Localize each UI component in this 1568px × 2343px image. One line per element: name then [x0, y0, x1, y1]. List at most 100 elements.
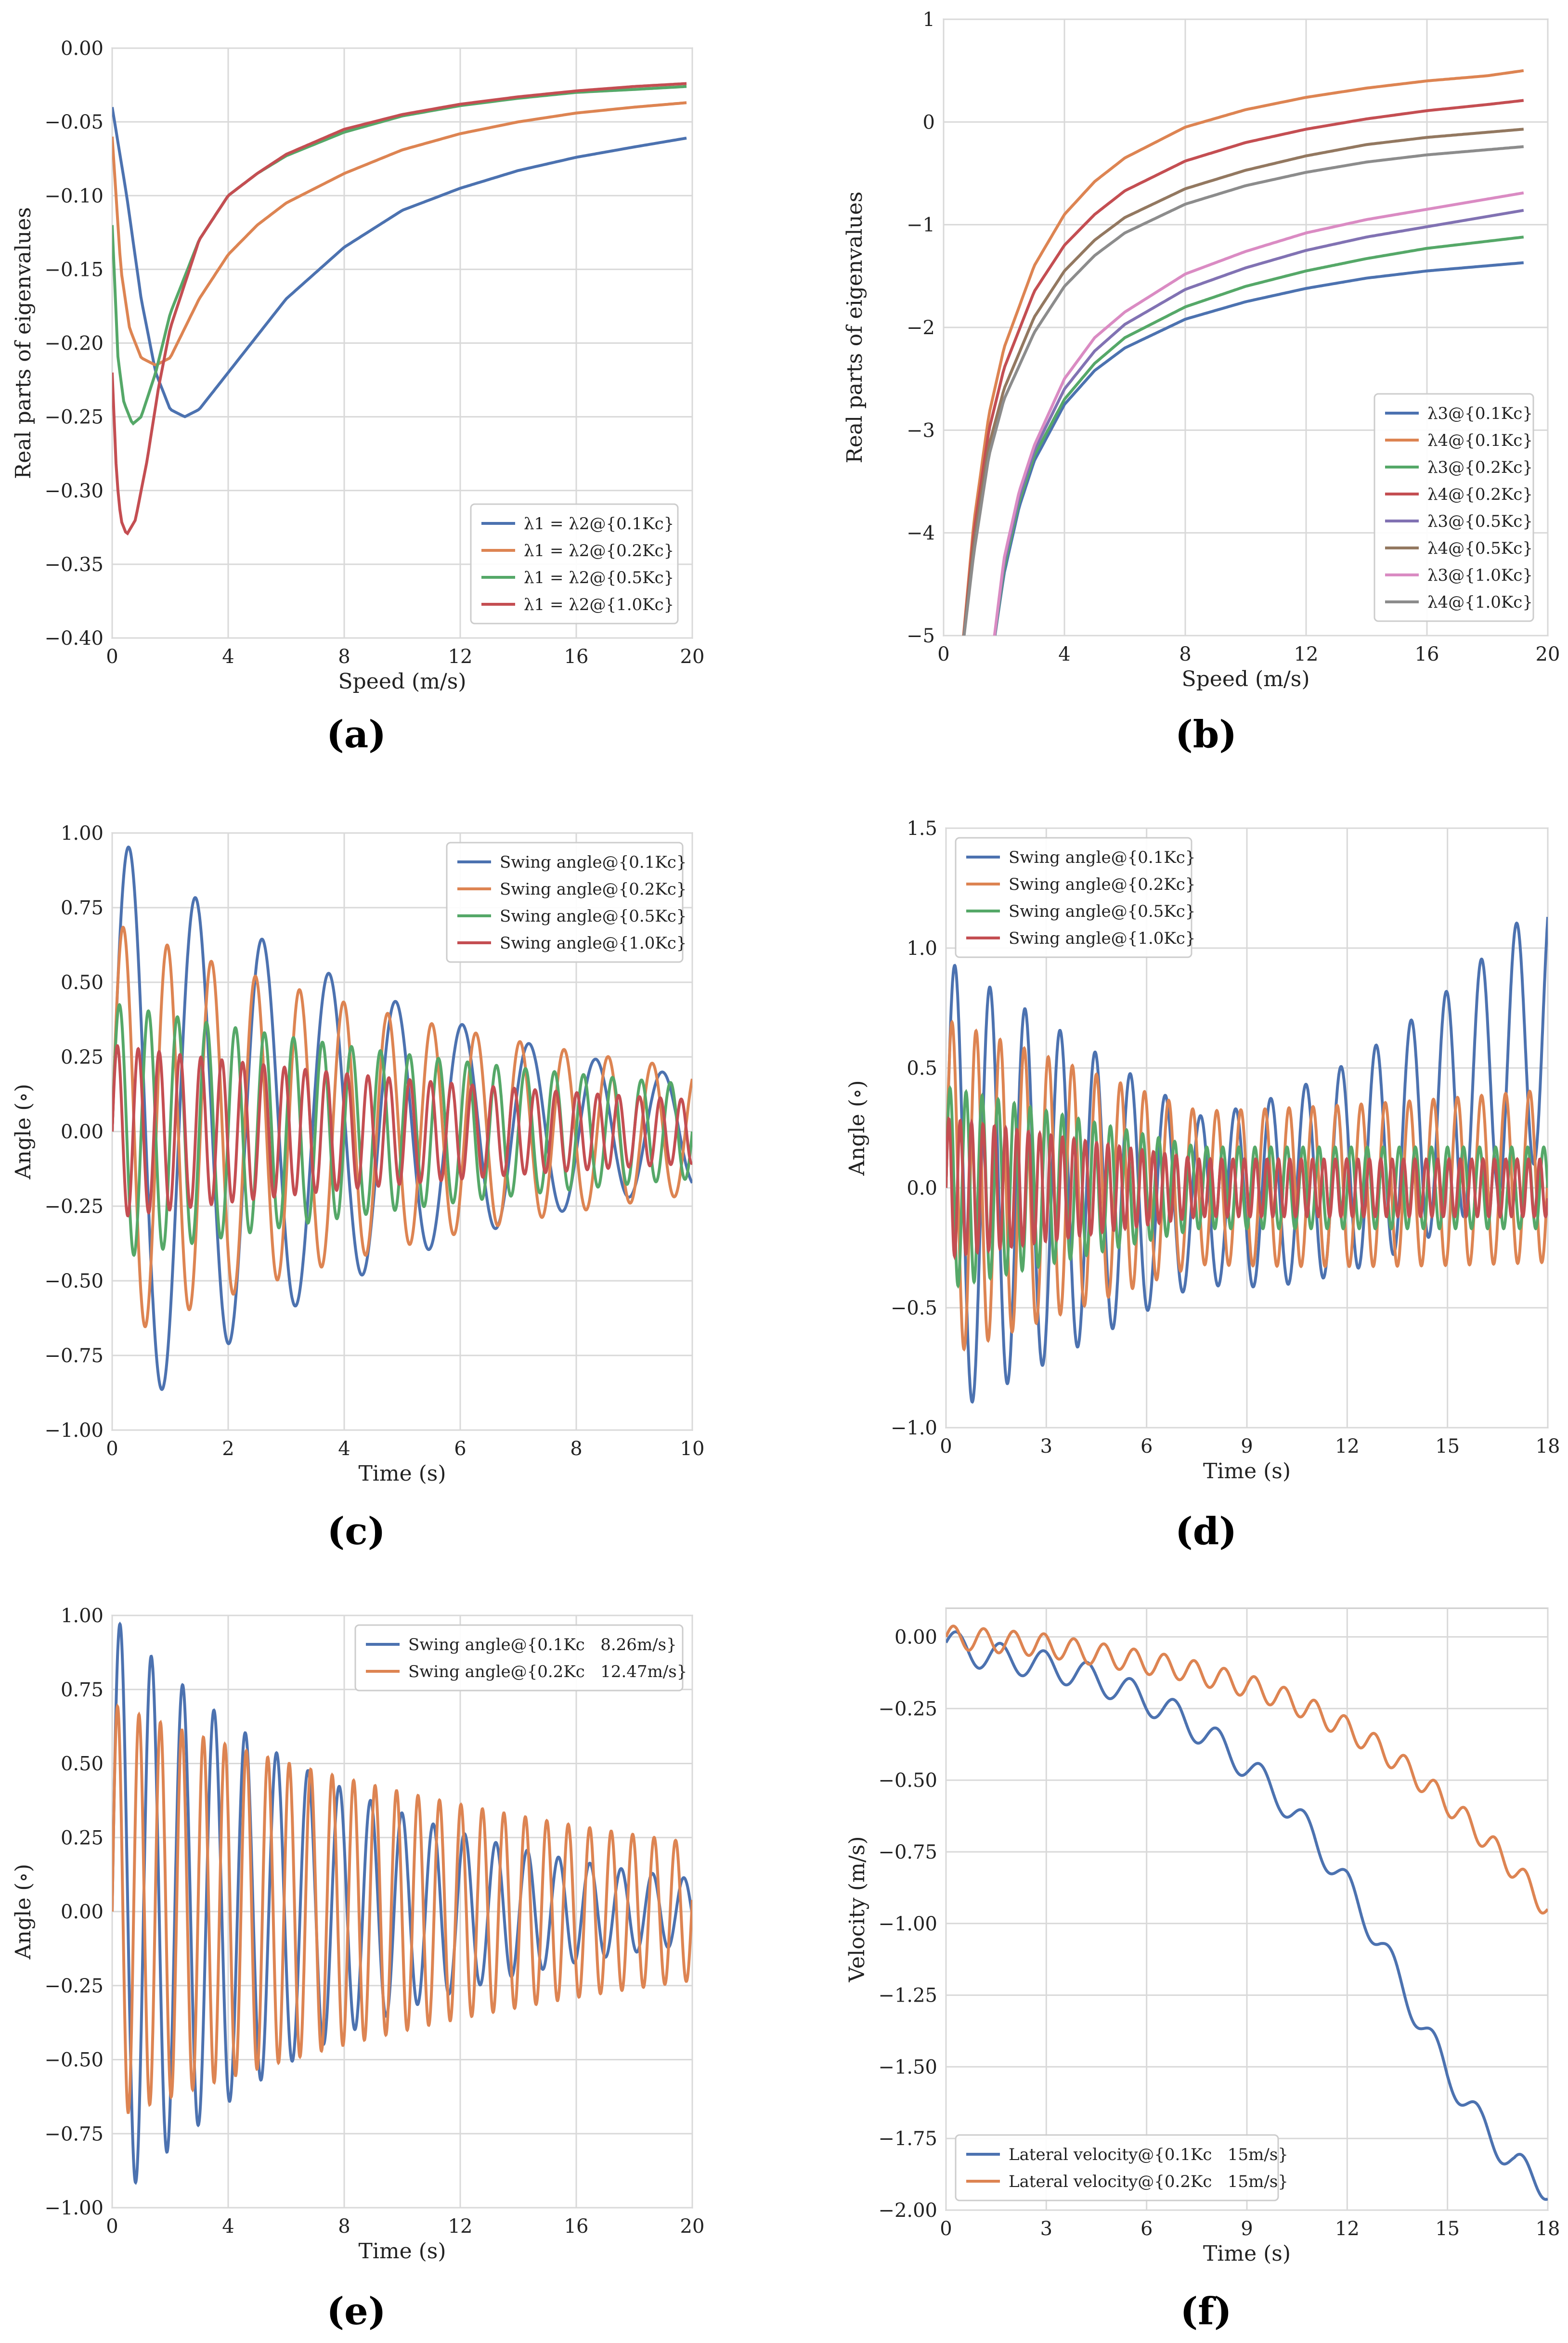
x-tick-label: 8	[338, 2215, 350, 2238]
y-axis-label: Real parts of eigenvalues	[11, 207, 36, 479]
x-tick-label: 6	[454, 1438, 466, 1460]
y-tick-label: −1	[907, 214, 935, 236]
y-tick-label: −1.00	[44, 2197, 104, 2219]
y-tick-label: 0.25	[61, 1046, 104, 1068]
legend-label: Swing angle@{1.0Kc}	[1009, 929, 1195, 948]
legend-label: Swing angle@{0.5Kc}	[1009, 902, 1195, 921]
y-tick-label: −1.50	[878, 2056, 937, 2078]
y-tick-label: −0.5	[891, 1297, 937, 1319]
y-tick-label: −2.00	[878, 2200, 937, 2222]
y-tick-label: −0.75	[878, 1841, 937, 1863]
legend-label: λ1 = λ2@{0.5Kc}	[524, 568, 674, 587]
legend: λ3@{0.1Kc} λ4@{0.1Kc} λ3@{0.2Kc} λ4@{0.2Kc}…	[1374, 393, 1534, 622]
y-tick-label: −2	[907, 317, 935, 339]
x-tick-label: 12	[448, 646, 473, 668]
y-tick-label: 0.25	[61, 1827, 104, 1849]
series-line	[962, 128, 1524, 636]
chart-a: 0 4 8 12 16 20 −0.40 −0.35 −0.30 −0.25 −0.20 −0.15 −…	[11, 38, 704, 694]
x-tick-label: 4	[222, 2215, 234, 2238]
x-tick-label: 16	[1415, 643, 1439, 665]
x-tick-label: 3	[1040, 2218, 1052, 2240]
x-tick-label: 12	[448, 2215, 473, 2238]
y-tick-label: 0	[923, 111, 935, 133]
series-line	[962, 145, 1524, 636]
y-tick-label: −5	[907, 625, 935, 647]
y-tick-label: −0.40	[44, 627, 104, 650]
x-tick-label: 20	[1536, 643, 1560, 665]
legend-label: Lateral velocity@{0.1Kc 15m/s}	[1009, 2145, 1288, 2164]
legend-label: λ1 = λ2@{0.2Kc}	[524, 541, 674, 560]
y-tick-label: 1.0	[907, 937, 937, 960]
series-line	[112, 107, 687, 418]
y-axis-label: Angle (∘)	[11, 1084, 36, 1180]
x-tick-label: 10	[680, 1438, 705, 1460]
x-tick-label: 16	[564, 646, 589, 668]
x-tick-label: 0	[940, 2218, 952, 2240]
legend-label: λ4@{1.0Kc}	[1427, 593, 1533, 612]
legend-box	[955, 2134, 1279, 2201]
legend-label: λ3@{0.1Kc}	[1427, 404, 1533, 423]
y-tick-label: 0.50	[61, 972, 104, 994]
x-tick-label: 8	[338, 646, 350, 668]
series-line	[946, 1116, 1548, 1261]
legend-box	[446, 842, 684, 963]
y-tick-label: 0.50	[61, 1753, 104, 1775]
legend-label: Swing angle@{0.1Kc}	[500, 853, 687, 872]
y-tick-label: 1.00	[61, 822, 104, 845]
y-tick-label: 0.75	[61, 897, 104, 919]
y-tick-label: −4	[907, 522, 935, 545]
series-line	[993, 191, 1524, 636]
legend: Swing angle@{0.1Kc 8.26m/s} Swing angle@{…	[354, 1624, 687, 1692]
y-tick-label: 0.00	[61, 38, 104, 60]
legend-label: Swing angle@{0.1Kc}	[1009, 848, 1195, 867]
legend-box	[955, 837, 1192, 958]
x-tick-label: 4	[338, 1438, 350, 1460]
y-tick-label: 0.75	[61, 1679, 104, 1701]
chart-e: 0 4 8 12 16 20 −1.00 −0.75 −0.50 −0.25 0.00 0.25 0.5…	[11, 1605, 704, 2264]
x-tick-label: 15	[1435, 1435, 1460, 1458]
series-line	[962, 99, 1524, 636]
chart-b: 0 4 8 12 16 20 −5 −4 −3 −2 −1 0 1 Speed (m/s) Real par…	[842, 9, 1560, 691]
y-tick-label: −0.25	[44, 1975, 104, 1997]
x-axis-label: Time (s)	[358, 2239, 446, 2264]
y-tick-label: −1.0	[891, 1417, 937, 1439]
y-tick-label: −0.50	[44, 1270, 104, 1292]
series-line	[993, 208, 1524, 636]
legend-label: λ3@{1.0Kc}	[1427, 566, 1533, 585]
x-tick-label: 9	[1241, 1435, 1253, 1458]
series-line	[993, 261, 1524, 636]
x-tick-label: 4	[1058, 643, 1070, 665]
x-tick-label: 6	[1140, 1435, 1153, 1458]
legend-box	[470, 503, 679, 625]
x-axis-label: Time (s)	[1203, 1459, 1291, 1484]
legend-box	[1374, 393, 1534, 622]
legend-label: λ3@{0.5Kc}	[1427, 512, 1533, 531]
y-tick-label: −0.20	[44, 333, 104, 355]
x-tick-label: 0	[106, 646, 118, 668]
series-line	[112, 1002, 692, 1257]
y-tick-label: 1	[923, 9, 935, 31]
y-axis-label: Angle (∘)	[11, 1864, 36, 1960]
chart-c: 0 2 4 6 8 10 −1.00 −0.75 −0.50 −0.25 0.00 0.25 0.50 0…	[11, 822, 704, 1486]
panel-label-f: (f)	[1180, 2290, 1232, 2333]
y-tick-label: −0.30	[44, 480, 104, 502]
y-tick-label: −1.00	[878, 1913, 937, 1935]
x-tick-label: 20	[680, 2215, 705, 2238]
series-line	[112, 1044, 692, 1218]
y-tick-label: 0.00	[61, 1901, 104, 1923]
x-tick-label: 20	[680, 646, 705, 668]
x-tick-label: 16	[564, 2215, 589, 2238]
legend-label: λ4@{0.1Kc}	[1427, 431, 1533, 450]
x-axis-label: Time (s)	[358, 1461, 446, 1486]
legend: λ1 = λ2@{0.1Kc} λ1 = λ2@{0.2Kc} λ1 = λ2@{0…	[470, 503, 679, 625]
x-tick-label: 8	[1179, 643, 1191, 665]
legend-box	[354, 1624, 684, 1692]
chart-d: 0 3 6 9 12 15 18 −1.0 −0.5 0.0 0.5 1.0 1.5 Time (s) An…	[845, 818, 1560, 1484]
y-tick-label: −0.10	[44, 185, 104, 207]
x-tick-label: 2	[222, 1438, 234, 1460]
y-tick-label: −3	[907, 419, 935, 442]
x-axis-label: Speed (m/s)	[1182, 667, 1310, 691]
y-tick-label: −1.75	[878, 2128, 937, 2150]
x-tick-label: 0	[106, 1438, 118, 1460]
x-tick-label: 12	[1294, 643, 1319, 665]
